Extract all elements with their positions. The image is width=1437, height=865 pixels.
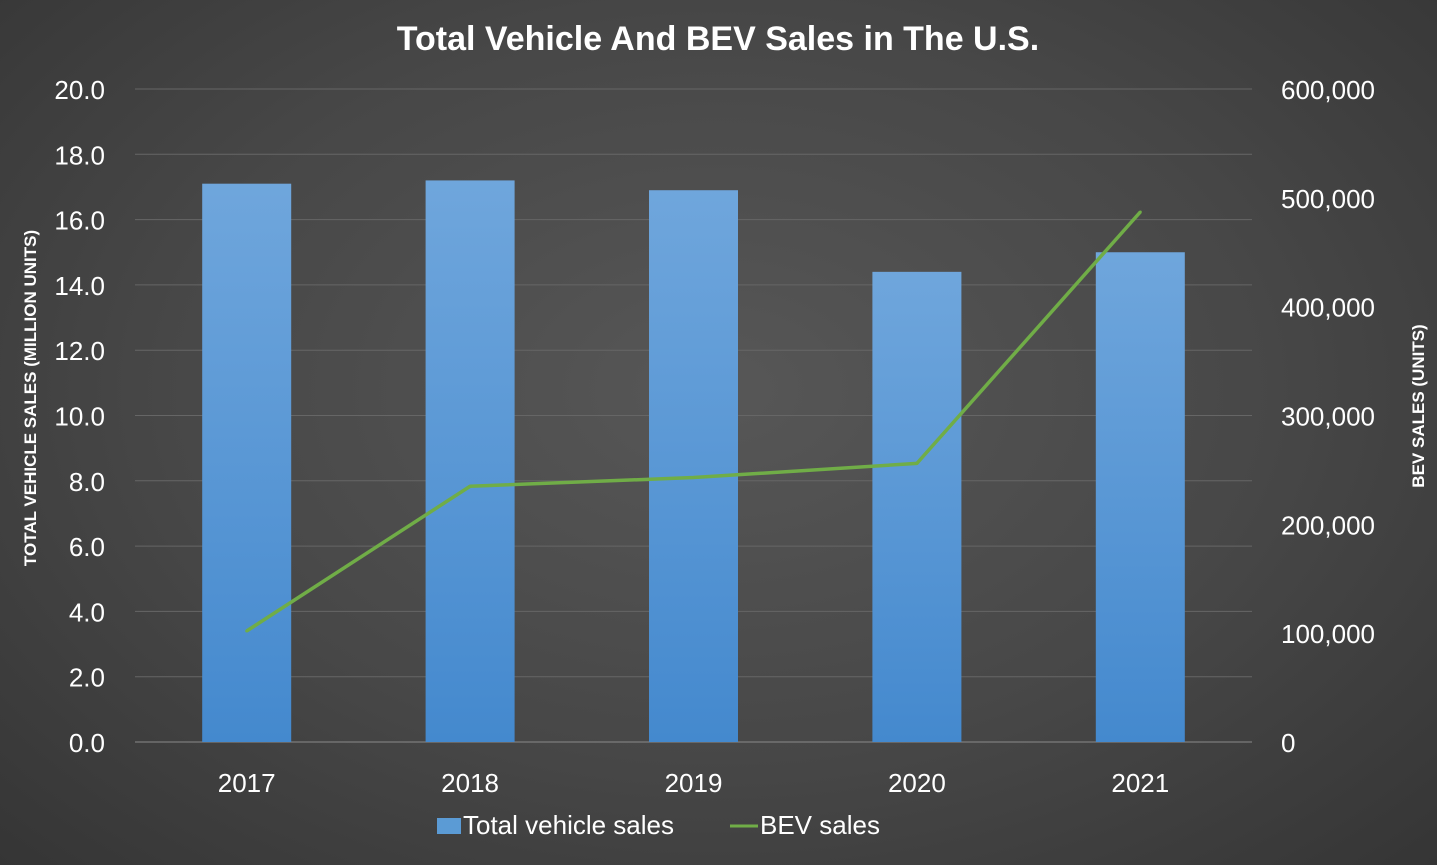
bev-point-2019 [692, 476, 695, 480]
x-axis-ticks: 2017 2018 2019 2020 2021 [218, 768, 1169, 798]
right-tick-label: 400,000 [1281, 293, 1375, 323]
right-tick-label: 600,000 [1281, 75, 1375, 105]
x-tick-label: 2021 [1111, 768, 1169, 798]
left-tick-label: 18.0 [54, 140, 105, 170]
right-axis-label: BEV SALES (UNITS) [1409, 324, 1428, 487]
bar-2019 [649, 190, 738, 743]
right-tick-label: 100,000 [1281, 619, 1375, 649]
left-tick-label: 6.0 [69, 532, 105, 562]
bar-2018 [425, 180, 515, 743]
left-tick-label: 14.0 [54, 271, 105, 301]
x-tick-label: 2018 [441, 768, 499, 798]
bev-point-2021 [1138, 210, 1142, 214]
legend-label-total: Total vehicle sales [463, 810, 674, 840]
right-tick-label: 200,000 [1281, 510, 1375, 540]
x-tick-label: 2019 [665, 768, 723, 798]
left-tick-label: 8.0 [69, 467, 105, 497]
bev-point-2017 [245, 629, 249, 633]
left-axis-ticks: 0.0 2.0 4.0 6.0 8.0 10.0 12.0 14.0 16.0 18.0 20.0 [54, 75, 105, 758]
chart-title: Total Vehicle And BEV Sales in The U.S. [397, 20, 1039, 58]
legend: Total vehicle sales BEV sales [437, 810, 880, 840]
bev-line [245, 210, 1142, 633]
x-tick-label: 2017 [218, 768, 276, 798]
bev-point-2020 [915, 461, 919, 465]
left-tick-label: 12.0 [54, 336, 105, 366]
left-tick-label: 2.0 [69, 663, 105, 693]
bar-2017 [202, 183, 292, 742]
left-tick-label: 0.0 [69, 728, 105, 758]
legend-swatch-bar [437, 818, 461, 834]
right-tick-label: 300,000 [1281, 402, 1375, 432]
right-axis-ticks: 0 100,000 200,000 300,000 400,000 500,000 600,… [1281, 75, 1375, 758]
left-tick-label: 10.0 [54, 402, 105, 432]
bar-2020 [872, 271, 962, 742]
bar-2021 [1095, 252, 1185, 742]
right-tick-label: 0 [1281, 728, 1295, 758]
x-tick-label: 2020 [888, 768, 946, 798]
right-tick-label: 500,000 [1281, 184, 1375, 214]
left-tick-label: 20.0 [54, 75, 105, 105]
left-axis-label: TOTAL VEHICLE SALES (MILLION UNITS) [21, 230, 40, 566]
bev-point-2018 [468, 484, 472, 488]
left-tick-label: 4.0 [69, 597, 105, 627]
legend-label-bev: BEV sales [760, 810, 880, 840]
left-tick-label: 16.0 [54, 206, 105, 236]
bars [202, 180, 1185, 743]
